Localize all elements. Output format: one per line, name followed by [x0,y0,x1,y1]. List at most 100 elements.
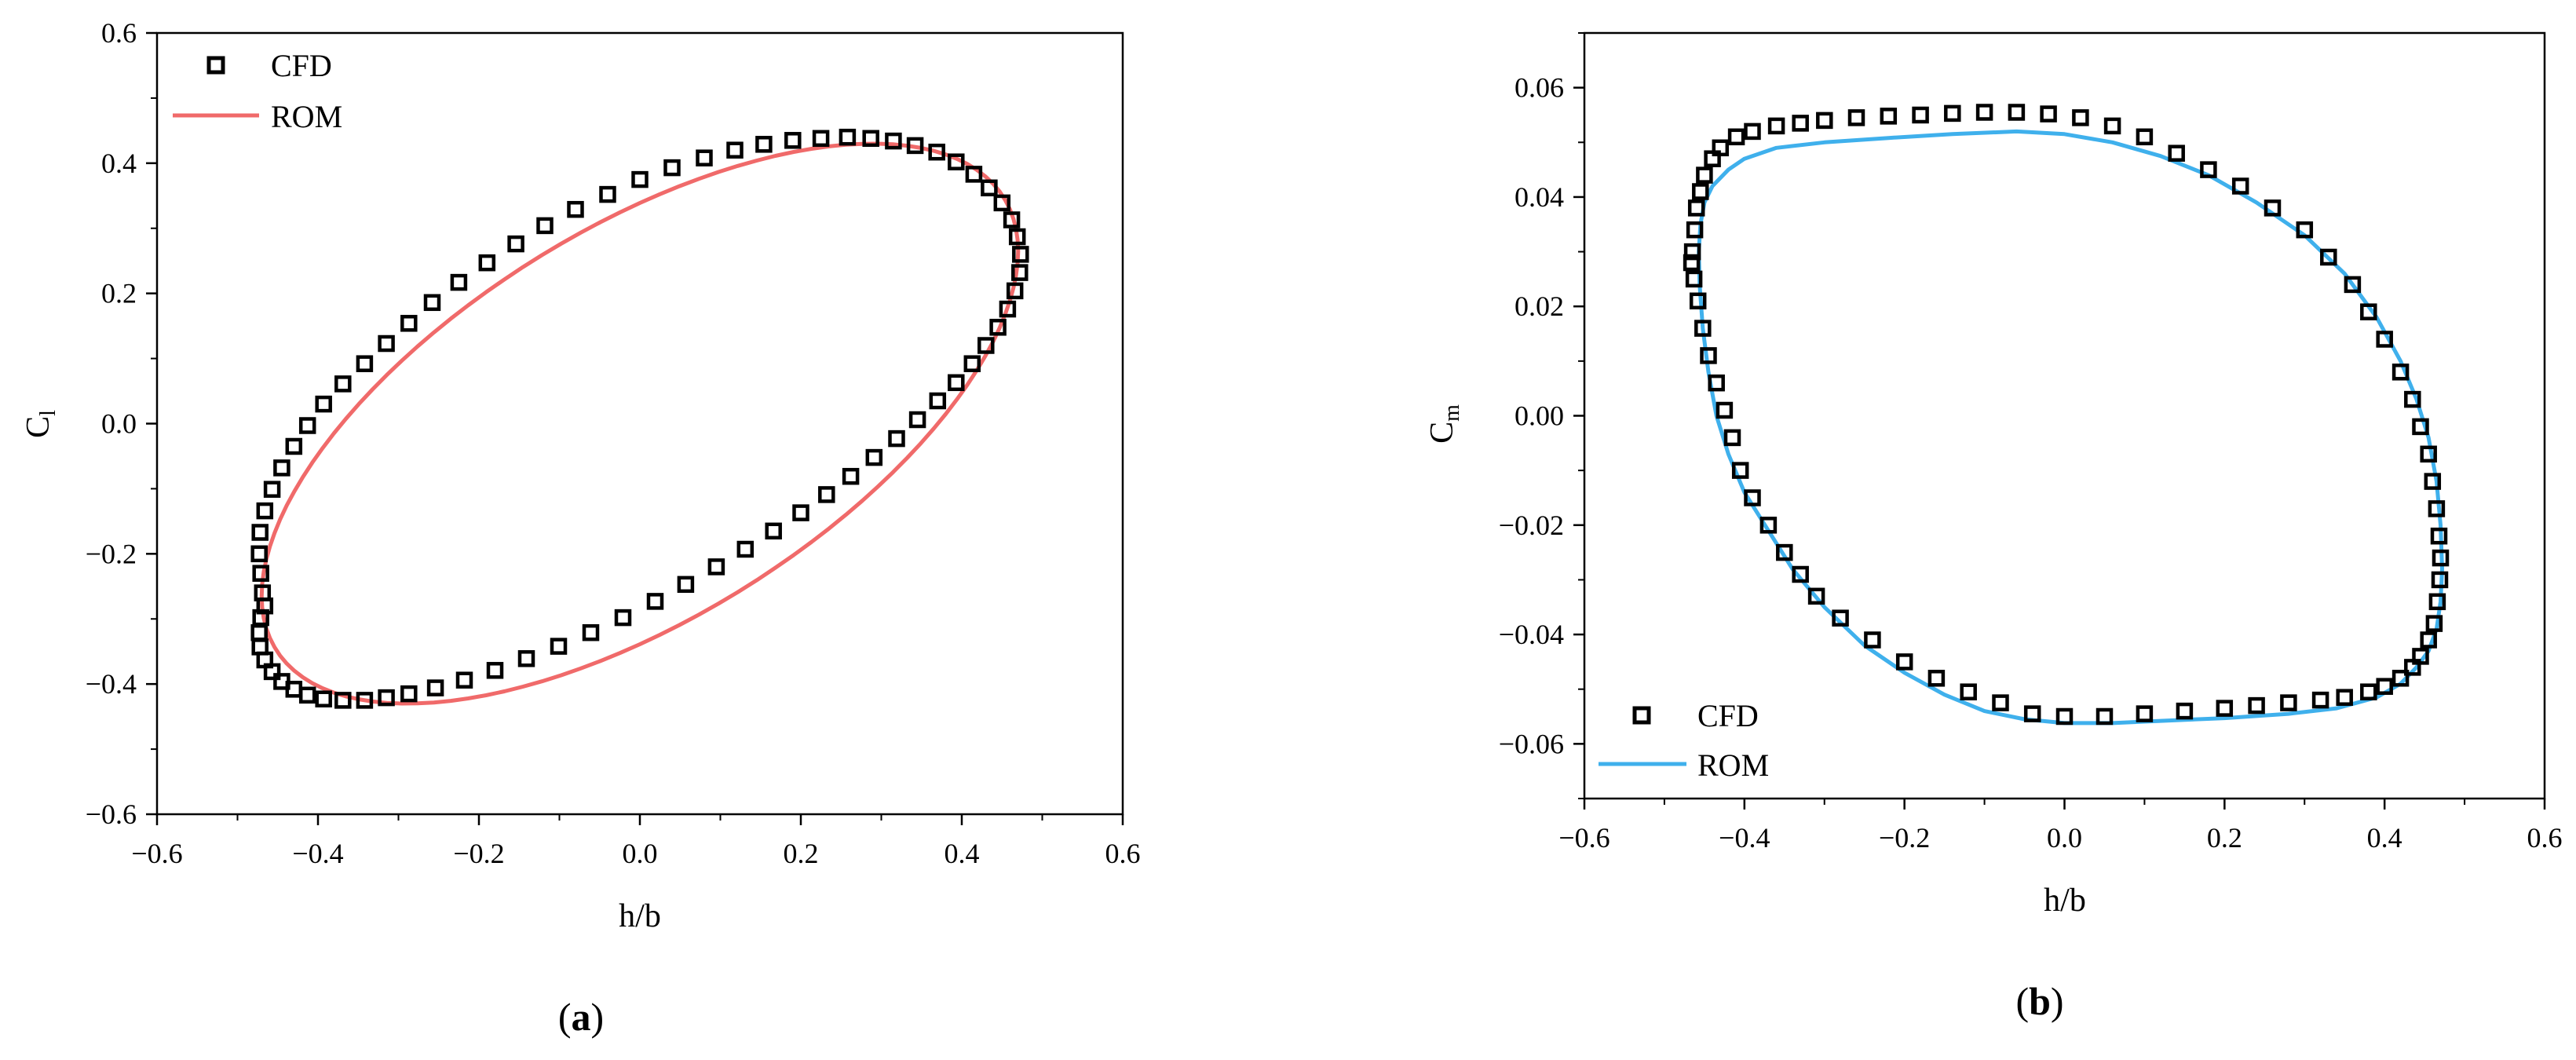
a-cfd-point-22 [842,467,860,485]
a-cfd-point-25 [812,130,830,148]
b-cfd-point-7 [1727,128,1745,146]
a-ytick-label-6: 0.6 [101,17,137,49]
b-cfd-point-40 [2428,593,2446,611]
b-cfd-point-20 [2103,117,2121,135]
b-xlabel: h/b [2044,883,2086,919]
b-ytick-label-0: −0.06 [1499,728,1564,759]
b-cfd-markers [1683,104,2450,726]
b-cfd-point-14 [1912,106,1929,124]
b-cfd-point-29 [2360,303,2377,320]
a-cfd-point-28 [765,522,782,540]
a-xtick-label-0: −0.6 [131,838,182,869]
b-cfd-point-36 [2428,500,2446,517]
a-cfd-point-74 [250,623,268,641]
a-cfd-point-23 [839,128,857,146]
b-cfd-point-2 [1687,199,1705,217]
a-cfd-point-45 [507,235,524,253]
a-cfd-point-21 [862,130,879,148]
a-cfd-point-32 [707,558,725,576]
a-cfd-point-27 [784,132,802,149]
b-legend: CFD ROM [1599,698,1769,783]
a-ticks: −0.6 −0.4 −0.2 0.0 0.2 0.4 0.6 −0.6 −0.4 −0.2 0.0 0… [86,17,1141,869]
b-cfd-point-71 [1716,401,1734,419]
a-cfd-point-24 [818,486,835,503]
b-ticks: −0.6 −0.4 −0.2 0.0 0.2 0.4 0.6 −0.06 −0.04 −0.02 0… [1499,32,2563,853]
a-cfd-point-44 [517,650,535,667]
b-cfd-point-58 [1992,694,2009,711]
b-cfd-point-53 [2176,702,2194,720]
a-cfd-point-46 [486,662,504,679]
a-cfd-point-75 [250,545,268,563]
a-cfd-point-47 [478,254,496,272]
a-cfd-point-67 [273,459,290,477]
b-cfd-point-66 [1776,543,1793,561]
b-cfd-point-18 [2040,105,2057,122]
b-cfd-point-42 [2420,631,2437,649]
a-cfd-point-35 [663,159,681,177]
a-cfd-point-41 [567,200,584,218]
b-cfd-point-6 [1712,139,1730,157]
b-cfd-point-57 [2023,705,2041,722]
b-cfd-point-67 [1759,517,1778,534]
a-legend-label-rom: ROM [271,99,342,134]
b-cfd-point-22 [2168,144,2185,162]
a-cfd-point-30 [736,540,755,558]
a-cfd-point-17 [906,137,924,155]
a-ylabel: Cl [20,410,60,438]
b-cfd-point-25 [2264,199,2282,217]
b-xtick-label-4: 0.2 [2207,822,2242,853]
a-cfd-point-6 [993,194,1011,212]
a-cfd-point-0 [1012,246,1029,263]
b-cfd-point-70 [1723,429,1741,447]
a-cfd-point-55 [378,334,395,353]
b-cfd-point-21 [2136,128,2154,146]
a-ytick-label-2: −0.2 [86,538,137,569]
b-ylabel-main: C [1424,422,1460,444]
a-cfd-point-19 [885,132,902,150]
a-xlabel: h/b [619,898,661,934]
a-cfd-point-79 [256,597,274,615]
a-cfd-point-42 [550,638,568,655]
b-panel-letter: b [2029,979,2051,1023]
a-ytick-label-4: 0.2 [101,278,137,309]
a-cfd-point-77 [252,565,269,582]
b-cfd-point-55 [2096,707,2114,726]
b-xtick-label-1: −0.4 [1719,822,1770,853]
a-cfd-point-60 [315,690,332,707]
a-xtick-label-5: 0.4 [945,838,980,869]
b-cfd-point-51 [2248,696,2265,715]
b-cfd-point-34 [2420,445,2437,463]
a-rom-path [259,141,1021,706]
b-cfd-point-12 [1847,109,1865,126]
a-cfd-point-29 [755,136,773,153]
b-cfd-point-27 [2320,248,2337,266]
b-panel-label: (b) [2015,979,2063,1023]
a-cfd-point-18 [888,429,905,448]
a-cfd-point-13 [948,374,965,392]
a-cfd-point-52 [400,685,418,703]
b-xtick-label-3: 0.0 [2047,822,2082,853]
b-rom-path [1697,129,2444,726]
b-cfd-point-44 [2404,659,2421,676]
a-ytick-label-1: −0.4 [86,668,137,700]
a-rom-line [259,141,1021,706]
a-cfd-point-15 [928,143,945,161]
a-cfd-point-11 [963,355,981,372]
b-cfd-point-39 [2431,571,2449,589]
b-cfd-point-16 [1975,104,1993,121]
a-cfd-point-5 [999,300,1017,318]
b-cfd-point-30 [2376,331,2393,348]
a-xtick-label-4: 0.2 [784,838,819,869]
b-cfd-point-11 [1816,111,1833,130]
b-cfd-point-17 [2008,104,2026,121]
a-cfd-point-1 [1011,264,1029,281]
panel-b: −0.6 −0.4 −0.2 0.0 0.2 0.4 0.6 −0.06 −0.04 −0.02 0… [1424,31,2563,1023]
b-xtick-label-0: −0.6 [1558,822,1610,853]
b-ytick-label-1: −0.04 [1499,619,1564,650]
b-ytick-label-5: 0.04 [1515,181,1564,213]
a-cfd-point-50 [426,679,444,696]
a-cfd-markers [250,128,1029,709]
a-legend-marker-cfd [206,56,225,75]
b-cfd-point-35 [2424,473,2442,490]
